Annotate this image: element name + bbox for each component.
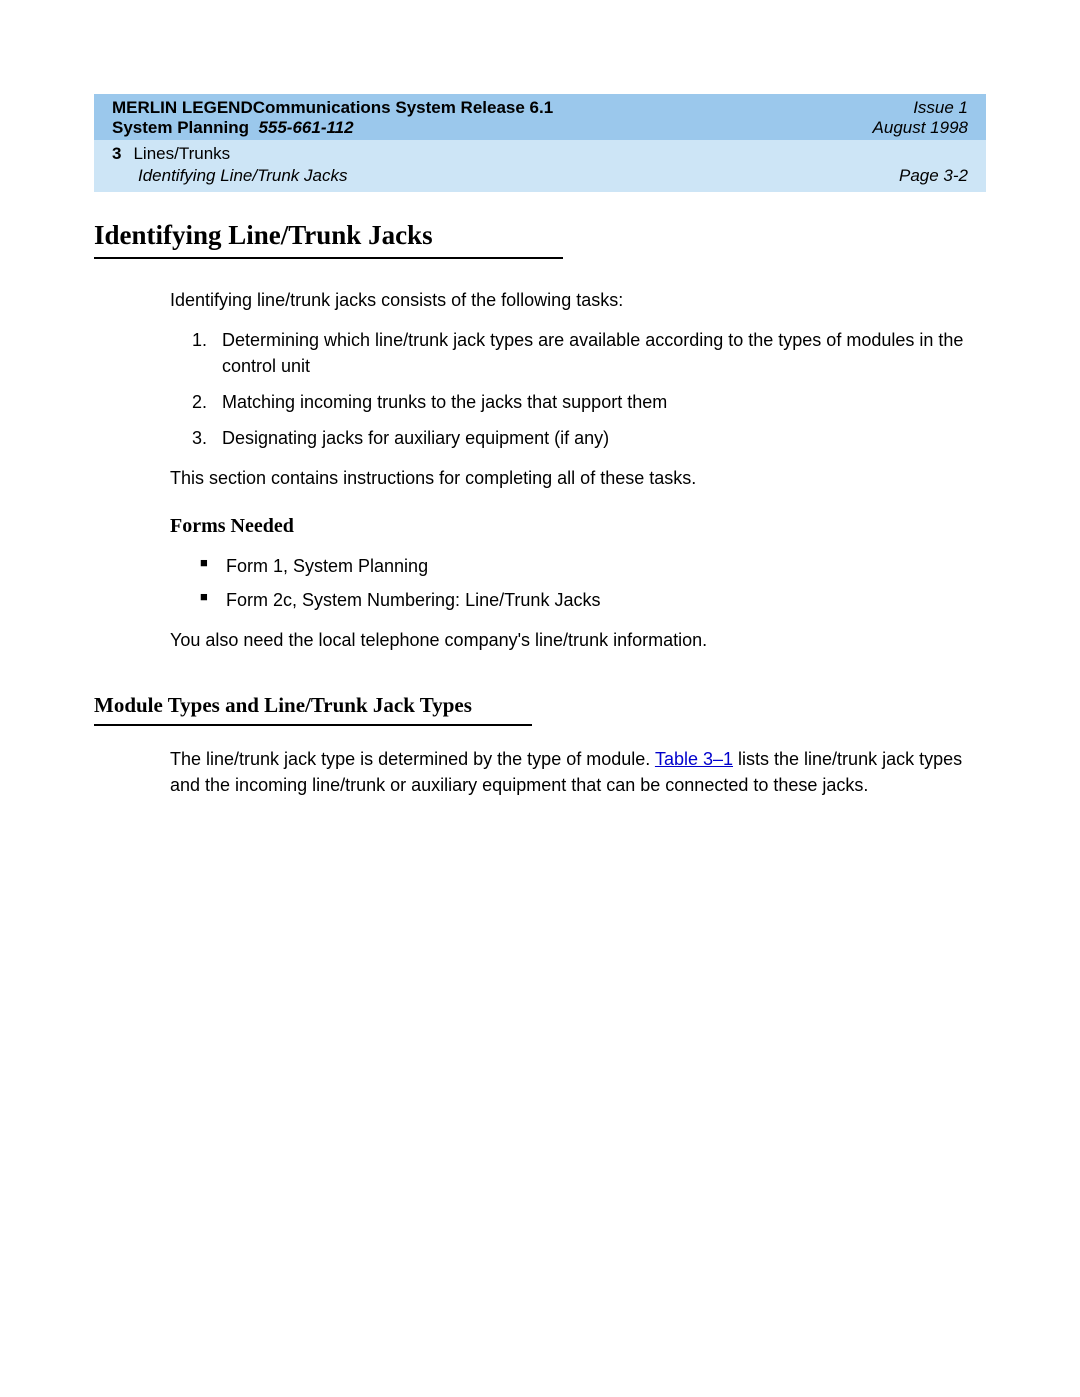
forms-heading: Forms Needed — [170, 512, 986, 541]
header-row-2: 3 Lines/Trunks Identifying Line/Trunk Jac… — [94, 140, 986, 192]
chapter-number: 3 — [112, 144, 121, 163]
page-header: MERLIN LEGENDCommunications System Relea… — [94, 94, 986, 192]
date-label: August 1998 — [873, 118, 968, 137]
after-tasks-paragraph: This section contains instructions for c… — [170, 465, 986, 491]
page-body: Identifying Line/Trunk Jacks Identifying… — [94, 192, 986, 798]
content-block: Identifying line/trunk jacks consists of… — [170, 287, 986, 653]
doc-number: 555-661-112 — [258, 118, 353, 137]
header-title-right: Issue 1 August 1998 — [873, 98, 968, 138]
issue-label: Issue 1 — [913, 98, 968, 117]
chapter-title: Lines/Trunks — [133, 144, 230, 163]
product-name: MERLIN LEGEND — [112, 98, 253, 117]
list-item: Matching incoming trunks to the jacks th… — [212, 389, 986, 415]
intro-paragraph: Identifying line/trunk jacks consists of… — [170, 287, 986, 313]
doc-title: System Planning — [112, 118, 249, 137]
forms-list: Form 1, System Planning Form 2c, System … — [200, 553, 986, 613]
module-types-paragraph: The line/trunk jack type is determined b… — [170, 746, 986, 798]
header-title-left: MERLIN LEGENDCommunications System Relea… — [112, 98, 553, 138]
table-link[interactable]: Table 3–1 — [655, 749, 733, 769]
list-item: Determining which line/trunk jack types … — [212, 327, 986, 379]
content-block-2: The line/trunk jack type is determined b… — [170, 746, 986, 798]
list-item: Form 2c, System Numbering: Line/Trunk Ja… — [200, 587, 986, 613]
document-page: MERLIN LEGENDCommunications System Relea… — [0, 0, 1080, 1397]
header-chapter-left: 3 Lines/Trunks Identifying Line/Trunk Jac… — [112, 144, 347, 186]
list-item: Form 1, System Planning — [200, 553, 986, 579]
section-title: Identifying Line/Trunk Jacks — [138, 166, 347, 186]
para-text-a: The line/trunk jack type is determined b… — [170, 749, 655, 769]
page-number: Page 3-2 — [899, 166, 968, 186]
forms-note: You also need the local telephone compan… — [170, 627, 986, 653]
list-item: Designating jacks for auxiliary equipmen… — [212, 425, 986, 451]
heading-1: Identifying Line/Trunk Jacks — [94, 220, 563, 259]
header-row-1: MERLIN LEGENDCommunications System Relea… — [94, 94, 986, 140]
heading-2: Module Types and Line/Trunk Jack Types — [94, 693, 532, 726]
task-list: Determining which line/trunk jack types … — [212, 327, 986, 451]
product-desc: Communications System Release 6.1 — [253, 98, 553, 117]
